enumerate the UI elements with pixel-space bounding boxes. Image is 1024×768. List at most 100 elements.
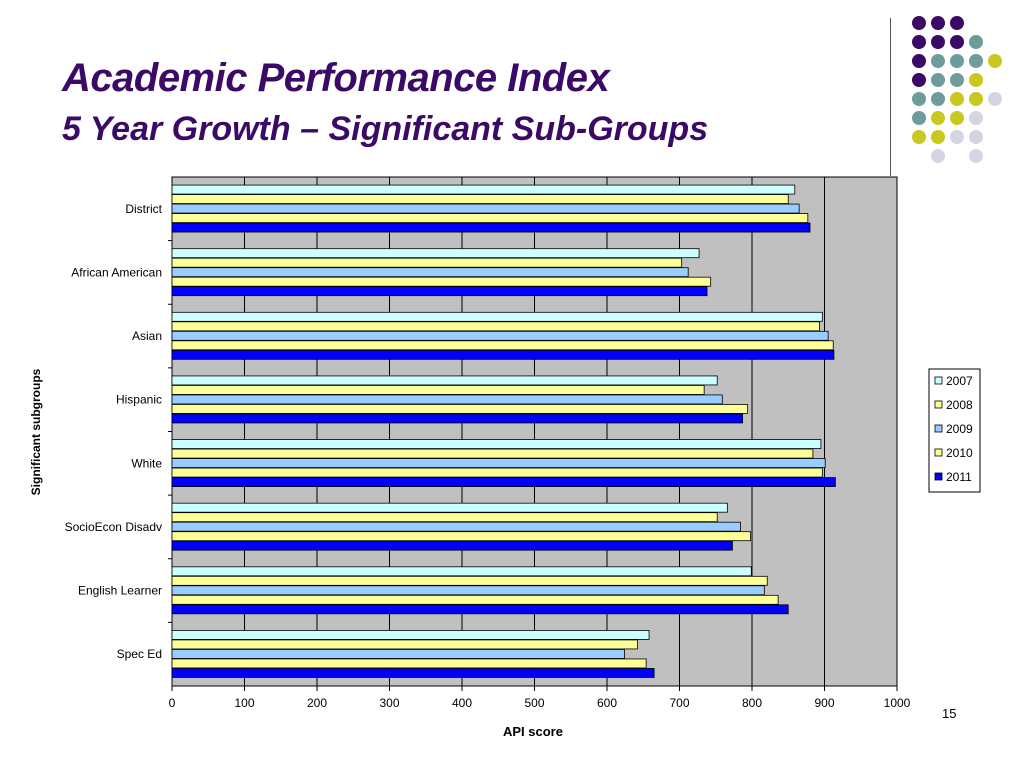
decorative-dot	[969, 111, 983, 125]
bar	[171, 184, 796, 195]
bar	[171, 668, 655, 678]
bar	[171, 194, 789, 204]
legend-label: 2009	[946, 422, 973, 436]
decorative-dot	[950, 92, 964, 106]
bar	[171, 467, 823, 478]
decorative-dot	[969, 92, 983, 106]
bar	[171, 413, 743, 424]
legend-swatch	[934, 424, 943, 433]
legend-swatch	[934, 376, 943, 385]
x-tick-label: 900	[814, 696, 834, 710]
bar	[171, 385, 705, 395]
decorative-dot	[950, 16, 964, 30]
bar	[171, 448, 814, 459]
x-tick-label: 0	[169, 696, 176, 710]
bar	[171, 658, 647, 669]
bar	[171, 286, 708, 297]
bar	[171, 267, 689, 278]
decorative-dot	[988, 54, 1002, 68]
legend-label: 2008	[946, 398, 973, 412]
decorative-dot	[950, 130, 964, 144]
decorative-dot	[969, 130, 983, 144]
decorative-dot	[950, 35, 964, 49]
bar	[171, 649, 625, 659]
decorative-dot	[950, 54, 964, 68]
bar	[171, 375, 718, 386]
bar	[171, 222, 811, 233]
decorative-dot	[969, 35, 983, 49]
decorative-dot	[931, 92, 945, 106]
bar	[171, 404, 749, 414]
bar	[171, 604, 789, 615]
bar	[171, 213, 809, 223]
decorative-dot	[931, 111, 945, 125]
decorative-divider	[890, 18, 891, 176]
x-tick-label: 700	[669, 696, 689, 710]
decorative-dot	[912, 130, 926, 144]
bar	[171, 276, 712, 287]
decorative-dot	[912, 54, 926, 68]
decorative-dot	[931, 130, 945, 144]
x-axis-label: API score	[503, 724, 563, 739]
decorative-dot	[988, 92, 1002, 106]
x-tick-label: 100	[234, 696, 254, 710]
bar	[171, 575, 768, 586]
legend-label: 2011	[946, 470, 972, 484]
category-tick-label: English Learner	[78, 584, 162, 598]
decorative-dot	[931, 73, 945, 87]
bar	[171, 540, 733, 551]
y-axis-label: Significant subgroups	[29, 368, 43, 495]
bar	[171, 394, 723, 405]
legend-swatch	[934, 400, 943, 409]
x-tick-label: 300	[379, 696, 399, 710]
x-tick-label: 500	[524, 696, 544, 710]
bar	[171, 311, 823, 322]
category-tick-label: Asian	[132, 329, 162, 343]
legend-label: 2007	[946, 374, 973, 388]
bar	[171, 203, 800, 214]
bar	[171, 639, 638, 650]
decorative-dot	[912, 73, 926, 87]
decorative-dot	[950, 73, 964, 87]
bar	[171, 340, 834, 351]
page-number: 15	[942, 706, 957, 721]
bar	[171, 502, 728, 513]
decorative-dot	[912, 92, 926, 106]
legend-label: 2010	[946, 446, 973, 460]
category-tick-label: White	[131, 456, 162, 470]
decorative-dot	[950, 111, 964, 125]
slide-title: Academic Performance Index	[62, 56, 610, 100]
decorative-dot	[912, 16, 926, 30]
decorative-dot	[931, 54, 945, 68]
decorative-dot	[931, 149, 945, 163]
x-tick-label: 1000	[884, 696, 911, 710]
x-tick-label: 200	[307, 696, 327, 710]
category-tick-label: Hispanic	[116, 393, 162, 407]
x-tick-label: 600	[597, 696, 617, 710]
category-tick-label: Spec Ed	[117, 647, 162, 661]
slide-subtitle: 5 Year Growth – Significant Sub-Groups	[62, 110, 709, 148]
bar	[171, 630, 650, 640]
decorative-dot	[912, 35, 926, 49]
bar	[171, 512, 718, 523]
bar	[171, 521, 741, 532]
bar	[171, 585, 765, 596]
bar	[171, 248, 700, 259]
bar	[171, 349, 835, 360]
category-tick-label: SocioEcon Disadv	[65, 520, 162, 534]
legend-swatch	[934, 472, 943, 481]
decorative-dot	[912, 111, 926, 125]
bar	[171, 531, 751, 542]
x-tick-label: 800	[742, 696, 762, 710]
category-tick-label: District	[125, 202, 162, 216]
x-tick-label: 400	[452, 696, 472, 710]
decorative-dot-pattern	[912, 16, 1002, 163]
bar	[171, 257, 683, 268]
bar	[171, 439, 822, 449]
legend-swatch	[934, 448, 943, 457]
decorative-dot	[969, 73, 983, 87]
decorative-dot	[969, 54, 983, 68]
bar	[171, 566, 752, 577]
bar	[171, 477, 836, 487]
